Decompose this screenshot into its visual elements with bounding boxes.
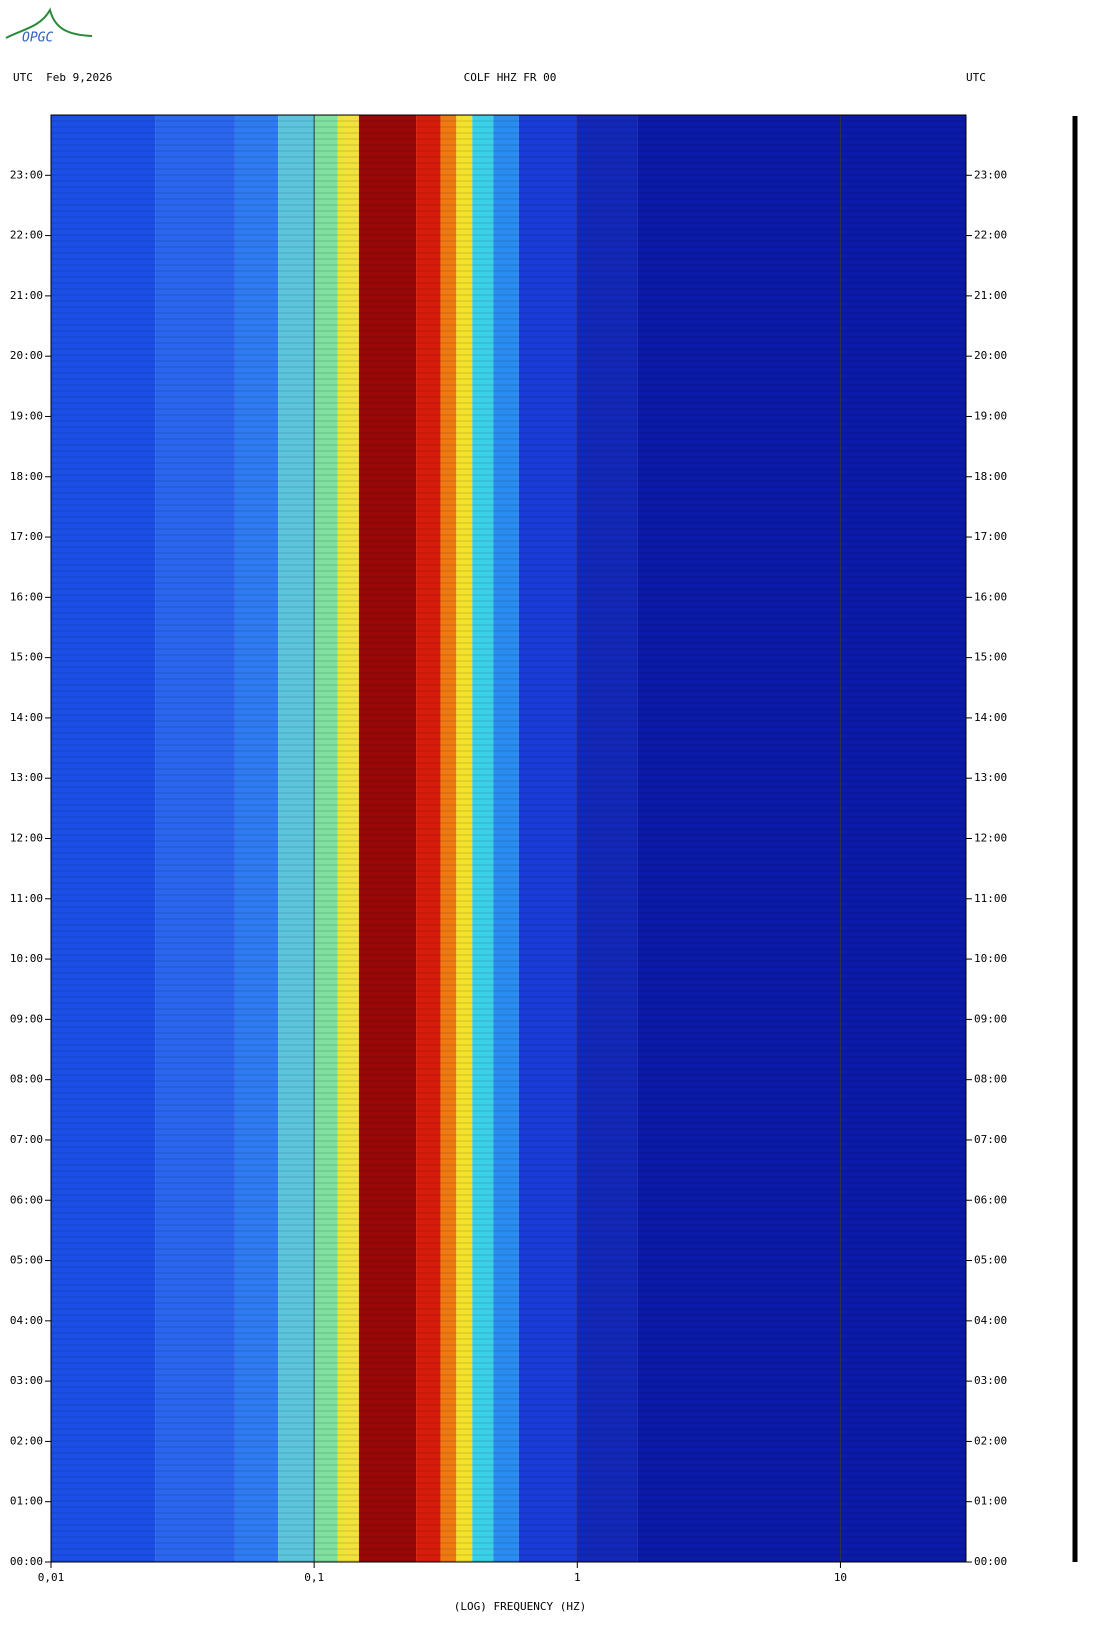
x-tick-label: 10: [834, 1571, 847, 1584]
y-tick-label: 17:00: [10, 530, 43, 543]
y-tick-label: 11:00: [974, 892, 1007, 905]
y-tick-label: 13:00: [10, 771, 43, 784]
y-tick-label: 06:00: [974, 1193, 1007, 1206]
y-tick-label: 09:00: [10, 1012, 43, 1025]
x-tick-label: 0,01: [38, 1571, 65, 1584]
y-tick-label: 10:00: [10, 952, 43, 965]
x-tick-label: 0,1: [304, 1571, 324, 1584]
y-tick-label: 23:00: [10, 168, 43, 181]
y-tick-label: 22:00: [10, 229, 43, 242]
y-tick-label: 00:00: [10, 1555, 43, 1568]
plot-frame: [50, 114, 967, 1563]
x-axis-label: (LOG) FREQUENCY (HZ): [454, 1600, 586, 1613]
y-tick-label: 19:00: [10, 409, 43, 422]
y-tick-label: 20:00: [974, 349, 1007, 362]
y-tick-label: 12:00: [10, 832, 43, 845]
y-tick-label: 18:00: [974, 470, 1007, 483]
y-tick-label: 16:00: [10, 590, 43, 603]
y-tick-label: 07:00: [10, 1133, 43, 1146]
y-tick-label: 01:00: [974, 1495, 1007, 1508]
y-tick-label: 20:00: [10, 349, 43, 362]
y-tick-label: 11:00: [10, 892, 43, 905]
y-tick-label: 17:00: [974, 530, 1007, 543]
y-tick-label: 00:00: [974, 1555, 1007, 1568]
y-tick-label: 04:00: [10, 1314, 43, 1327]
y-tick-label: 05:00: [974, 1254, 1007, 1267]
header-left: UTC Feb 9,2026: [13, 71, 112, 84]
y-tick-label: 19:00: [974, 409, 1007, 422]
y-tick-label: 15:00: [974, 651, 1007, 664]
y-tick-label: 21:00: [10, 289, 43, 302]
y-tick-label: 12:00: [974, 832, 1007, 845]
y-tick-label: 23:00: [974, 168, 1007, 181]
y-tick-label: 18:00: [10, 470, 43, 483]
y-tick-label: 04:00: [974, 1314, 1007, 1327]
y-tick-label: 22:00: [974, 229, 1007, 242]
y-tick-label: 03:00: [10, 1374, 43, 1387]
y-tick-label: 01:00: [10, 1495, 43, 1508]
logo-mark: [5, 7, 93, 39]
y-tick-label: 14:00: [974, 711, 1007, 724]
header-right: UTC: [966, 71, 986, 84]
x-tick-label: 1: [574, 1571, 581, 1584]
y-tick-label: 16:00: [974, 590, 1007, 603]
y-tick-label: 10:00: [974, 952, 1007, 965]
y-tick-label: 09:00: [974, 1012, 1007, 1025]
y-tick-label: 14:00: [10, 711, 43, 724]
y-tick-label: 03:00: [974, 1374, 1007, 1387]
y-tick-label: 13:00: [974, 771, 1007, 784]
y-tick-label: 07:00: [974, 1133, 1007, 1146]
y-tick-label: 06:00: [10, 1193, 43, 1206]
logo: OPGC: [22, 31, 53, 46]
y-tick-label: 15:00: [10, 651, 43, 664]
y-tick-label: 02:00: [10, 1434, 43, 1447]
y-tick-label: 08:00: [974, 1073, 1007, 1086]
chart-title: COLF HHZ FR 00: [464, 71, 557, 84]
y-tick-label: 08:00: [10, 1073, 43, 1086]
texture: [51, 115, 966, 1562]
y-tick-label: 21:00: [974, 289, 1007, 302]
y-tick-label: 02:00: [974, 1434, 1007, 1447]
y-tick-label: 05:00: [10, 1254, 43, 1267]
